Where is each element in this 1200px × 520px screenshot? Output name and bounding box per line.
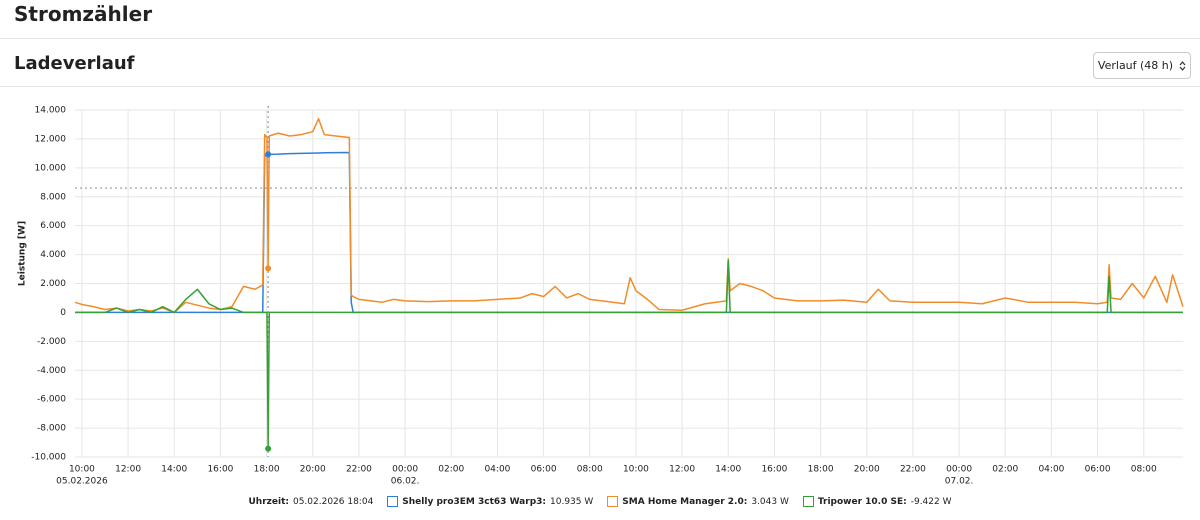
x-tick-label: 04:00: [484, 465, 510, 475]
crosshair-dot: [265, 265, 272, 272]
legend-swatch: [607, 496, 619, 507]
legend-swatch: [802, 496, 814, 507]
tooltip-value: 10.935 W: [550, 496, 594, 507]
x-tick-label: 18:00: [254, 465, 280, 475]
y-tick-label: -8.000: [37, 424, 66, 434]
series-line: [75, 151, 1183, 314]
legend-label: SMA Home Manager 2.0:: [622, 496, 748, 507]
legend-swatch: [387, 496, 399, 507]
tooltip-value: 3.043 W: [751, 496, 789, 507]
legend-label: Tripower 10.0 SE:: [817, 496, 907, 507]
x-tick-sublabel: 07.02.: [945, 477, 974, 487]
select-text: Verlauf (48 h): [1097, 59, 1174, 72]
range-select[interactable]: Verlauf (48 h): [1093, 52, 1191, 79]
x-tick-label: 00:00: [392, 465, 418, 475]
x-tick-label: 08:00: [577, 465, 603, 475]
y-tick-label: 6.000: [40, 221, 66, 231]
crosshair-dot: [265, 151, 272, 158]
x-tick-sublabel: 06.02.: [391, 477, 420, 487]
y-tick-label: 12.000: [35, 134, 67, 144]
x-tick-label: 12:00: [669, 465, 695, 475]
y-tick-label: 8.000: [40, 192, 66, 202]
tooltip-time: 05.02.2026 18:04: [292, 496, 374, 507]
y-tick-label: 14.000: [35, 106, 67, 116]
x-tick-label: 22:00: [346, 465, 372, 475]
x-tick-label: 02:00: [992, 465, 1018, 475]
y-tick-label: 2.000: [40, 279, 66, 289]
y-tick-label: -6.000: [37, 395, 66, 405]
y-axis-title: Leistung [W]: [18, 221, 28, 286]
y-tick-label: -10.000: [31, 453, 66, 463]
divider: [0, 38, 1200, 39]
crosshair-dot: [265, 445, 272, 452]
x-tick-label: 10:00: [623, 465, 649, 475]
x-tick-label: 12:00: [115, 465, 141, 475]
x-tick-label: 00:00: [946, 465, 972, 475]
y-tick-label: -2.000: [37, 337, 66, 347]
chart: 14.000 12.000 10.000 8.000 6.000 4.000 2.000 0 -…: [18, 106, 1184, 487]
x-tick-label: 14:00: [715, 465, 741, 475]
divider: [0, 86, 1200, 87]
x-tick-label: 08:00: [1131, 465, 1157, 475]
x-tick-label: 22:00: [900, 465, 926, 475]
x-tick-label: 04:00: [1038, 465, 1064, 475]
x-tick-label: 20:00: [300, 465, 326, 475]
select-arrow: [1179, 60, 1186, 71]
x-tick-label: 06:00: [531, 465, 557, 475]
x-tick-label: 16:00: [207, 465, 233, 475]
x-tick-label: 06:00: [1085, 465, 1111, 475]
y-tick-label: 4.000: [40, 250, 66, 260]
x-tick-label: 10:00: [69, 465, 95, 475]
series-line: [74, 117, 1184, 314]
x-tick-label: 18:00: [808, 465, 834, 475]
section-title: Ladeverlauf: [14, 53, 135, 74]
tooltip-label: Uhrzeit:: [248, 496, 289, 507]
x-tick-label: 20:00: [854, 465, 880, 475]
x-tick-sublabel: 05.02.2026: [56, 477, 108, 487]
legend-label: Shelly pro3EM 3ct63 Warp3:: [402, 496, 547, 507]
tooltip: Uhrzeit: 05.02.2026 18:04 Shelly pro3EM …: [0, 496, 1200, 507]
tooltip-value: -9.422 W: [910, 496, 952, 507]
x-tick-label: 14:00: [161, 465, 187, 475]
y-tick-label: 0: [60, 308, 66, 318]
y-tick-label: 10.000: [35, 163, 67, 173]
x-tick-label: 16:00: [761, 465, 787, 475]
y-tick-label: -4.000: [37, 366, 66, 376]
page-title: Stromzähler: [14, 2, 153, 26]
series-line: [75, 259, 1183, 450]
x-tick-label: 02:00: [438, 465, 464, 475]
